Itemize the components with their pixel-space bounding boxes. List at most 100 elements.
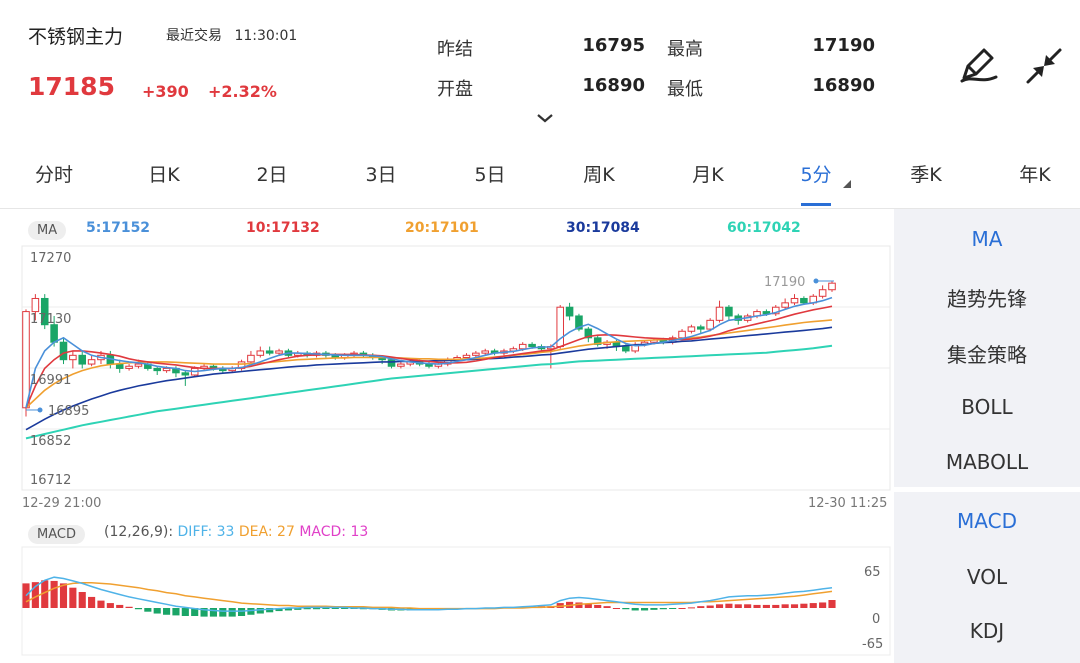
candle-body xyxy=(771,306,780,315)
macd-macd: MACD: 13 xyxy=(299,524,369,540)
macd-bar xyxy=(772,604,780,608)
side-item-boll[interactable]: BOLL xyxy=(961,395,1013,419)
macd-bar xyxy=(800,603,808,608)
candle-body xyxy=(715,306,724,321)
macd-bar xyxy=(781,604,789,608)
time-axis-start: 12-29 21:00 xyxy=(22,496,101,511)
macd-bar xyxy=(640,608,649,611)
macd-bar xyxy=(237,608,246,616)
side-item-vol[interactable]: VOL xyxy=(966,565,1008,589)
candle-body xyxy=(818,289,827,297)
candle-body xyxy=(725,306,733,317)
active-tab-indicator xyxy=(801,203,831,206)
ma10-value: 10:17132 xyxy=(246,220,320,236)
macd-bar xyxy=(247,608,255,615)
macd-bar xyxy=(706,605,714,608)
ma-badge[interactable]: MA xyxy=(28,219,67,240)
candle-body xyxy=(462,354,471,359)
tab-5-day[interactable]: 5日 xyxy=(474,164,506,186)
ma20-line xyxy=(25,319,833,409)
candle-body xyxy=(162,367,171,372)
candle-body xyxy=(481,350,490,354)
candle-body xyxy=(22,311,30,409)
macd-bar xyxy=(41,580,49,608)
period-tabs: 分时 日K 2日 3日 5日 周K 月K 5分 季K 年K xyxy=(0,150,1080,206)
macd-bar xyxy=(828,600,836,608)
macd-bar xyxy=(219,608,227,617)
ma20-value: 20:17101 xyxy=(405,220,479,236)
tab-day-k[interactable]: 日K xyxy=(148,164,180,186)
macd-bar xyxy=(266,608,274,613)
candle-body xyxy=(565,306,574,317)
current-price: 17185 xyxy=(28,72,115,101)
macd-bar xyxy=(762,604,770,608)
side-item-maboll[interactable]: MABOLL xyxy=(945,450,1029,474)
collapse-button[interactable] xyxy=(1024,46,1064,90)
prev-settle-label: 昨结 xyxy=(437,39,473,60)
macd-bar xyxy=(31,582,39,608)
macd-bar xyxy=(715,604,724,608)
candle-body xyxy=(472,352,480,356)
candle-body xyxy=(528,343,536,348)
side-item-fund-strategy[interactable]: 集金策略 xyxy=(947,343,1027,367)
macd-bar xyxy=(594,604,602,608)
side-item-macd[interactable]: MACD xyxy=(957,509,1017,533)
draw-button[interactable] xyxy=(958,44,1000,90)
side-item-ma[interactable]: MA xyxy=(971,227,1003,251)
macd-bar xyxy=(69,587,77,608)
tab-month-k[interactable]: 月K xyxy=(692,164,724,186)
macd-dea: DEA: 27 xyxy=(238,524,295,540)
ma60-line xyxy=(25,344,833,440)
macd-legend: (12,26,9): DIFF: 33 DEA: 27 MACD: 13 xyxy=(104,524,368,540)
tab-minute[interactable]: 分时 xyxy=(34,164,73,186)
macd-params: (12,26,9): xyxy=(104,524,174,540)
candle-body xyxy=(781,302,789,308)
macd-badge[interactable]: MACD xyxy=(28,523,85,544)
macd-axis-top: 65 xyxy=(864,565,881,580)
candle-body xyxy=(706,319,714,330)
prev-settle-value: 16795 xyxy=(582,35,645,56)
tab-5-min[interactable]: 5分 xyxy=(800,164,832,186)
tab-2-day[interactable]: 2日 xyxy=(256,164,288,186)
side-item-trend-pioneer[interactable]: 趋势先锋 xyxy=(947,287,1027,311)
macd-bar xyxy=(106,603,114,608)
candle-body xyxy=(59,341,68,361)
candle-body xyxy=(40,297,49,326)
macd-frame xyxy=(21,546,891,656)
ma10-line xyxy=(25,305,833,409)
diff-line xyxy=(25,576,833,612)
low-label: 最低 xyxy=(667,79,703,100)
last-trade-time: 11:30:01 xyxy=(234,28,298,44)
macd-bar xyxy=(790,604,799,608)
candle-body xyxy=(69,354,77,361)
candle-body xyxy=(800,297,808,304)
macd-axis-zero: 0 xyxy=(872,612,880,627)
macd-chart[interactable]: 65 0 -65 xyxy=(0,545,894,657)
candle-body xyxy=(115,363,124,369)
ma-badge-label: MA xyxy=(28,221,67,240)
macd-bar xyxy=(191,608,199,616)
macd-bar xyxy=(612,608,621,609)
tab-year-k[interactable]: 年K xyxy=(1019,164,1051,186)
side-item-kdj[interactable]: KDJ xyxy=(969,619,1005,643)
macd-bar xyxy=(819,602,827,608)
kline-chart[interactable]: 17190 16895 17270 17130 16991 16852 16712… xyxy=(0,244,894,516)
candle-body xyxy=(762,311,771,315)
candle-body xyxy=(247,354,255,363)
expand-quotes-button[interactable] xyxy=(536,108,554,127)
macd-bar xyxy=(303,608,311,610)
tab-week-k[interactable]: 周K xyxy=(583,164,615,186)
tab-dropdown-icon[interactable] xyxy=(843,180,851,188)
indicator-panel-bottom: MACD VOL KDJ xyxy=(894,492,1080,663)
candle-body xyxy=(256,350,265,356)
macd-bar xyxy=(163,608,171,615)
candle-body xyxy=(237,361,246,369)
macd-bar xyxy=(181,608,189,616)
tab-3-day[interactable]: 3日 xyxy=(365,164,397,186)
macd-bar xyxy=(678,608,686,609)
macd-bar xyxy=(275,608,283,612)
tab-quarter-k[interactable]: 季K xyxy=(910,164,942,186)
candle-body xyxy=(593,337,602,345)
macd-bar xyxy=(725,603,733,608)
price-axis-bottom: 16712 xyxy=(30,473,71,488)
